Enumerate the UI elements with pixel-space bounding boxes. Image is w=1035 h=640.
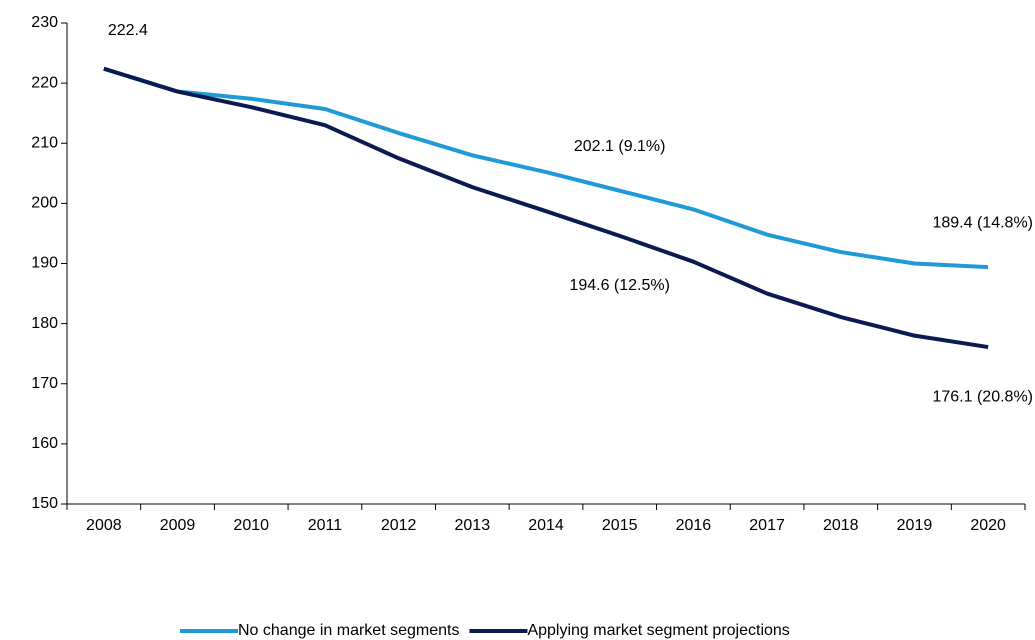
x-tick-label: 2012 <box>381 517 417 534</box>
data-label: 222.4 <box>108 22 148 39</box>
x-tick-label: 2018 <box>823 517 859 534</box>
x-tick-label: 2020 <box>970 517 1006 534</box>
y-tick-label: 160 <box>31 435 58 452</box>
x-tick-label: 2008 <box>86 517 122 534</box>
x-tick-label: 2016 <box>676 517 712 534</box>
y-tick-label: 170 <box>31 375 58 392</box>
data-label: 194.6 (12.5%) <box>569 277 670 294</box>
data-label: 202.1 (9.1%) <box>574 138 666 155</box>
x-tick-label: 2017 <box>749 517 785 534</box>
data-label: 189.4 (14.8%) <box>932 214 1033 231</box>
y-tick-label: 200 <box>31 195 58 212</box>
data-label: 176.1 (20.8%) <box>932 388 1033 405</box>
y-tick-label: 180 <box>31 315 58 332</box>
x-tick-label: 2013 <box>455 517 491 534</box>
y-tick-label: 230 <box>31 14 58 31</box>
y-tick-label: 150 <box>31 495 58 512</box>
x-tick-label: 2010 <box>233 517 269 534</box>
x-tick-label: 2011 <box>308 517 343 534</box>
x-tick-label: 2015 <box>602 517 638 534</box>
y-tick-label: 220 <box>31 74 58 91</box>
line-series <box>103 66 989 350</box>
x-tick-label: 2009 <box>160 517 196 534</box>
legend-label: Applying market segment projections <box>527 622 789 639</box>
y-tick-label: 190 <box>31 255 58 272</box>
x-tick-label: 2014 <box>528 517 564 534</box>
legend-label: No change in market segments <box>238 622 459 639</box>
line-series <box>103 66 989 270</box>
x-tick-label: 2019 <box>897 517 933 534</box>
y-tick-label: 210 <box>31 134 58 151</box>
